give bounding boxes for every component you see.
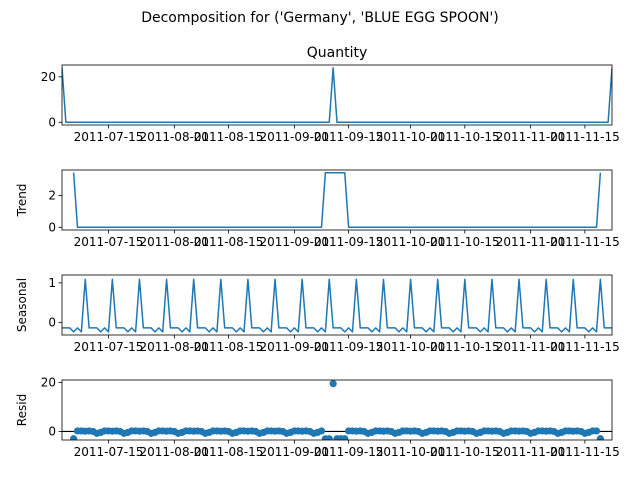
quantity-xtick-label: 2011-10-15: [430, 130, 500, 144]
quantity-xtick-label: 2011-08-01: [139, 130, 209, 144]
seasonal-ytick-label: 1: [48, 276, 56, 290]
panels-group: 0202011-07-152011-08-012011-08-152011-09…: [15, 45, 620, 459]
quantity-ytick-label: 20: [41, 70, 56, 84]
trend-xtick-label: 2011-08-01: [139, 235, 209, 249]
quantity-xtick-label: 2011-11-01: [496, 130, 566, 144]
trend-xtick-label: 2011-11-01: [496, 235, 566, 249]
quantity-xtick-label: 2011-08-15: [194, 130, 264, 144]
resid-xtick-label: 2011-08-01: [139, 445, 209, 459]
resid-point: [329, 380, 337, 388]
seasonal-xtick-label: 2011-10-01: [376, 340, 446, 354]
resid-xtick-label: 2011-10-01: [376, 445, 446, 459]
trend-xtick-label: 2011-09-01: [260, 235, 330, 249]
panel-resid: 0202011-07-152011-08-012011-08-152011-09…: [15, 375, 620, 459]
trend-xtick-label: 2011-08-15: [194, 235, 264, 249]
resid-xtick-label: 2011-10-15: [430, 445, 500, 459]
trend-xtick-label: 2011-10-15: [430, 235, 500, 249]
seasonal-xtick-label: 2011-08-15: [194, 340, 264, 354]
resid-ylabel: Resid: [15, 394, 29, 426]
panel-trend: 022011-07-152011-08-012011-08-152011-09-…: [15, 169, 620, 249]
resid-xtick-label: 2011-08-15: [194, 445, 264, 459]
seasonal-ylabel: Seasonal: [15, 278, 29, 332]
quantity-title: Quantity: [307, 45, 368, 61]
trend-xtick-label: 2011-11-15: [550, 235, 620, 249]
trend-xtick-label: 2011-10-01: [376, 235, 446, 249]
quantity-xtick-label: 2011-11-15: [550, 130, 620, 144]
seasonal-xtick-label: 2011-07-15: [74, 340, 144, 354]
resid-xtick-label: 2011-07-15: [74, 445, 144, 459]
quantity-xtick-label: 2011-07-15: [74, 130, 144, 144]
seasonal-xtick-label: 2011-09-15: [314, 340, 384, 354]
trend-xtick-label: 2011-07-15: [74, 235, 144, 249]
resid-plot-area: [62, 380, 612, 440]
seasonal-xtick-label: 2011-11-15: [550, 340, 620, 354]
seasonal-xtick-label: 2011-08-01: [139, 340, 209, 354]
resid-point: [596, 435, 604, 440]
seasonal-axes-frame: [61, 274, 613, 336]
seasonal-series-line: [62, 278, 612, 333]
trend-xtick-label: 2011-09-15: [314, 235, 384, 249]
seasonal-ytick-label: 0: [48, 315, 56, 329]
resid-point: [317, 427, 326, 435]
resid-xtick-label: 2011-09-01: [260, 445, 330, 459]
panel-quantity: 0202011-07-152011-08-012011-08-152011-09…: [41, 45, 620, 144]
resid-point: [592, 427, 601, 435]
resid-point: [341, 435, 349, 440]
seasonal-xtick-label: 2011-09-01: [260, 340, 330, 354]
seasonal-xtick-label: 2011-11-01: [496, 340, 566, 354]
resid-axes-frame: [61, 379, 613, 441]
trend-series-line: [72, 171, 602, 229]
trend-axes-frame: [61, 169, 613, 231]
resid-point: [70, 435, 78, 440]
resid-xtick-label: 2011-09-15: [314, 445, 384, 459]
panel-seasonal: 012011-07-152011-08-012011-08-152011-09-…: [15, 274, 620, 354]
resid-ytick-label: 0: [48, 424, 56, 438]
trend-plot-area: [72, 171, 602, 229]
quantity-xtick-label: 2011-09-01: [260, 130, 330, 144]
quantity-series-line: [62, 66, 612, 124]
quantity-ytick-label: 0: [48, 115, 56, 129]
resid-ytick-label: 20: [41, 375, 56, 389]
resid-xtick-label: 2011-11-15: [550, 445, 620, 459]
seasonal-plot-area: [62, 278, 612, 333]
quantity-plot-area: [62, 66, 612, 124]
quantity-xtick-label: 2011-09-15: [314, 130, 384, 144]
resid-point: [325, 435, 333, 440]
quantity-xtick-label: 2011-10-01: [376, 130, 446, 144]
resid-xtick-label: 2011-11-01: [496, 445, 566, 459]
trend-ytick-label: 0: [48, 220, 56, 234]
seasonal-xtick-label: 2011-10-15: [430, 340, 500, 354]
trend-ytick-label: 2: [48, 188, 56, 202]
quantity-axes-frame: [61, 64, 613, 126]
trend-ylabel: Trend: [15, 184, 29, 218]
figure-suptitle: Decomposition for ('Germany', 'BLUE EGG …: [141, 10, 499, 26]
